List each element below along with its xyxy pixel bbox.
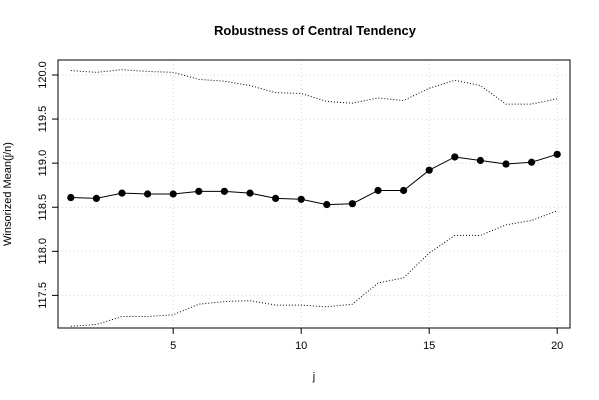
data-point-mean-10: [297, 195, 305, 203]
plot-frame: [57, 59, 571, 329]
series-line-lower: [70, 210, 558, 327]
series-line-upper: [70, 69, 558, 105]
data-point-mean-9: [272, 194, 280, 203]
series-line-mean: [70, 153, 558, 206]
data-point-mean-12: [348, 200, 356, 208]
x-axis: 5 10 15 20: [170, 328, 563, 352]
y-tick-label-2: 118.5: [37, 194, 49, 221]
y-axis-label: Winsorized Mean(j/n): [2, 142, 14, 246]
grid: [58, 60, 570, 328]
x-tick-label-0: 5: [170, 340, 176, 352]
data-point-mean-6: [195, 187, 203, 195]
data-point-mean-5: [169, 190, 177, 198]
data-point-mean-17: [476, 156, 484, 165]
data-point-mean-2: [92, 194, 100, 203]
data-point-mean-13: [374, 186, 382, 195]
x-tick-label-2: 15: [423, 340, 435, 352]
y-tick-label-0: 117.5: [37, 282, 49, 309]
y-tick-label-1: 118.0: [37, 238, 49, 265]
x-tick-label-1: 10: [295, 340, 307, 352]
y-tick-label-3: 119.0: [37, 150, 49, 177]
series-layer: [67, 69, 561, 327]
data-point-mean-4: [144, 190, 152, 198]
data-point-mean-14: [400, 186, 408, 195]
data-point-mean-3: [118, 189, 126, 197]
data-point-mean-1: [67, 193, 75, 202]
data-point-mean-8: [246, 189, 254, 197]
data-point-mean-19: [528, 158, 536, 166]
y-tick-label-5: 120.0: [37, 61, 49, 89]
y-tick-label-4: 119.5: [37, 106, 49, 133]
data-point-mean-15: [425, 166, 433, 174]
y-axis: 117.5 118.0 118.5 119.0 119.5 120.0: [37, 61, 58, 309]
data-point-mean-11: [323, 200, 331, 209]
data-point-mean-16: [451, 153, 459, 161]
x-tick-label-3: 20: [551, 340, 563, 352]
data-point-mean-7: [220, 187, 228, 195]
data-point-mean-20: [553, 150, 561, 158]
x-axis-label: j: [312, 371, 315, 383]
data-point-mean-18: [502, 160, 510, 168]
chart-title: Robustness of Central Tendency: [214, 23, 417, 38]
